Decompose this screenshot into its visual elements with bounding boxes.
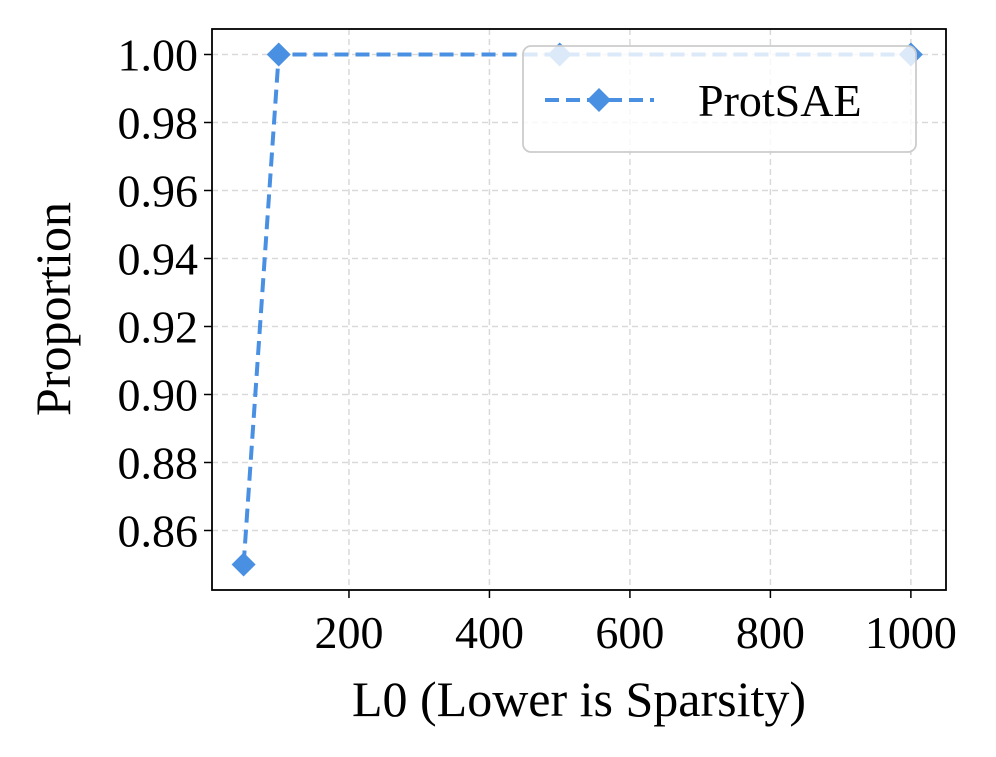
y-tick-label: 0.98 (118, 98, 199, 149)
y-tick-label: 0.94 (118, 234, 199, 285)
axis-ticks: 200 400 600 800 1000 0.86 0.88 0.90 0.92 0.94 0.96… (118, 30, 957, 659)
y-tick-label: 0.90 (118, 370, 199, 421)
data-point-marker (266, 42, 291, 67)
y-tick-label: 0.86 (118, 506, 199, 557)
legend: ProtSAE (522, 45, 917, 153)
plot-area-frame (211, 28, 947, 591)
legend-label: ProtSAE (698, 75, 862, 126)
legend-box (522, 45, 917, 153)
y-tick-label: 0.92 (118, 302, 199, 353)
x-tick-label: 200 (314, 607, 383, 658)
x-axis-label: L0 (Lower is Sparsity) (352, 671, 806, 727)
legend-marker-diamond (587, 88, 611, 112)
data-point-marker (231, 552, 256, 577)
y-tick-label: 0.88 (118, 438, 199, 489)
y-tick-label: 0.96 (118, 166, 199, 217)
y-axis-label: Proportion (25, 202, 81, 416)
x-tick-label: 800 (736, 607, 805, 658)
x-tick-label: 400 (455, 607, 524, 658)
y-tick-label: 1.00 (118, 30, 199, 81)
x-tick-label: 600 (595, 607, 664, 658)
x-tick-label: 1000 (865, 607, 957, 658)
